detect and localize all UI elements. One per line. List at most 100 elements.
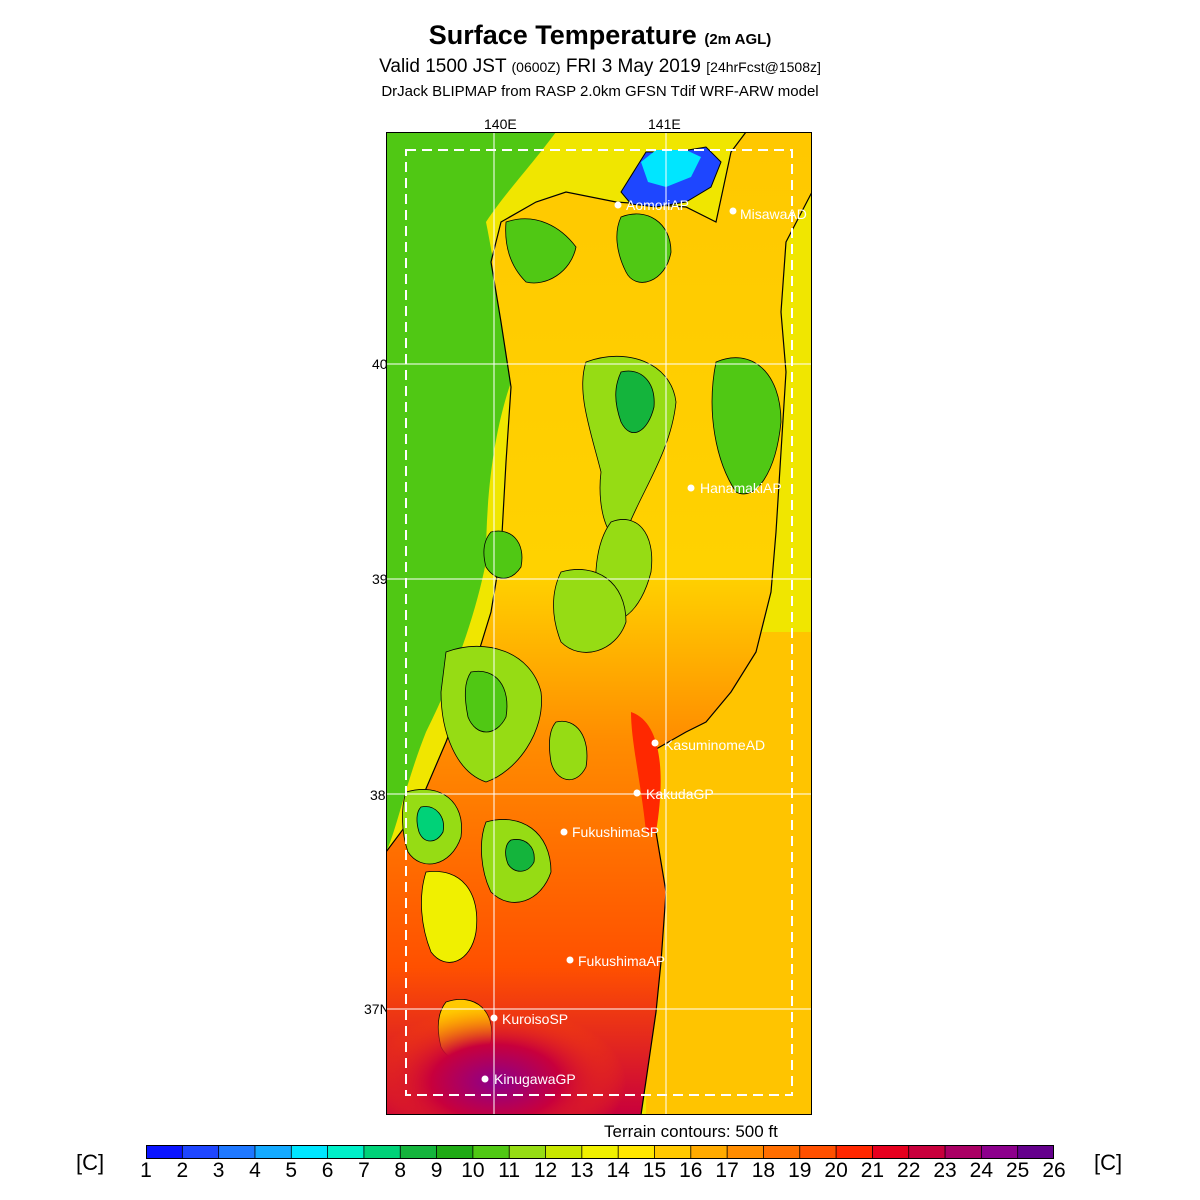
station-label-hanamakiap: HanamakiAP — [700, 480, 782, 496]
colorbar-tick-label: 17 — [715, 1159, 739, 1182]
valid-utc: (0600Z) — [511, 59, 561, 75]
colorbar-tick-label: 6 — [321, 1159, 334, 1182]
valid-time: Valid 1500 JST (0600Z) FRI 3 May 2019 [2… — [0, 56, 1200, 78]
valid-date: FRI 3 May 2019 — [565, 56, 701, 77]
colorbar-swatch — [218, 1145, 256, 1159]
colorbar-swatch — [654, 1145, 692, 1159]
station-dot-kuroisosp[interactable] — [490, 1014, 498, 1022]
colorbar-tick-label: 1 — [140, 1159, 152, 1182]
mountain-iwate — [615, 370, 655, 433]
colorbar-swatch — [472, 1145, 510, 1159]
station-label-kakudagp: KakudaGP — [646, 786, 714, 802]
colorbar-tick-label: 24 — [969, 1159, 994, 1182]
colorbar-tick-label: 10 — [461, 1159, 485, 1182]
colorbar-swatch — [509, 1145, 547, 1159]
colorbar-swatch — [981, 1145, 1019, 1159]
colorbar-swatch — [182, 1145, 220, 1159]
colorbar-swatch — [690, 1145, 728, 1159]
colorbar-tick-label: 11 — [498, 1159, 521, 1182]
temperature-map — [386, 132, 812, 1115]
mountain-iide — [421, 870, 478, 963]
sea-of-japan — [386, 132, 556, 852]
colorbar-swatch — [581, 1145, 619, 1159]
mountain-chokai — [483, 530, 523, 579]
valid-prefix: Valid 1500 JST — [379, 56, 507, 77]
colorbar-swatch — [763, 1145, 801, 1159]
colorbar-tick-label: 19 — [788, 1159, 812, 1182]
colorbar-swatch — [945, 1145, 982, 1159]
inner-domain-box — [405, 149, 793, 1096]
station-markers — [481, 201, 737, 1083]
colorbar-tick-label: 20 — [824, 1159, 848, 1182]
colorbar-swatch — [908, 1145, 946, 1159]
title-main: Surface Temperature — [428, 20, 697, 50]
mountain-asahi-peak — [416, 806, 444, 842]
colorbar-swatch — [400, 1145, 438, 1159]
station-dot-misawaad[interactable] — [729, 207, 737, 215]
colorbar-tick-label: 26 — [1042, 1159, 1066, 1182]
model-line: DrJack BLIPMAP from RASP 2.0km GFSN Tdif… — [381, 83, 819, 100]
station-dot-kinugawagp[interactable] — [481, 1075, 489, 1083]
colorbar-tick-label: 21 — [860, 1159, 885, 1182]
lon-label-140e-top: 140E — [484, 116, 517, 132]
station-dot-hanamakiap[interactable] — [687, 484, 695, 492]
station-label-kuroisosp: KuroisoSP — [502, 1011, 569, 1027]
terrain-contours-note: Terrain contours: 500 ft — [604, 1122, 778, 1141]
forecast-info: [24hrFcst@1508z] — [706, 59, 821, 75]
station-label-misawaad: MisawaAD — [740, 206, 807, 222]
colorbar-tick-label: 12 — [533, 1159, 558, 1182]
mountain-kurikoma — [553, 569, 627, 653]
colorbar-tick-label: 25 — [1005, 1159, 1030, 1182]
colorbar-swatch — [291, 1145, 329, 1159]
colorbar-swatch — [363, 1145, 401, 1159]
title-sub: (2m AGL) — [704, 31, 772, 48]
colorbar-swatch — [727, 1145, 764, 1159]
colorbar-swatch — [146, 1145, 183, 1159]
colorbar-tick-label: 18 — [751, 1159, 776, 1182]
lon-label-141e-top: 141E — [648, 116, 681, 132]
station-dot-kakudagp[interactable] — [633, 789, 641, 797]
colorbar-tick-label: 13 — [570, 1159, 594, 1182]
station-dot-fukushimaap[interactable] — [566, 956, 574, 964]
station-dot-kasuminomead[interactable] — [651, 739, 659, 747]
colorbar-swatch — [545, 1145, 583, 1159]
colorbar-tick-label: 23 — [933, 1159, 957, 1182]
colorbar-frame — [146, 1145, 1054, 1159]
colorbar-tick-label: 5 — [285, 1159, 298, 1182]
colorbar-tick-label: 2 — [176, 1159, 189, 1182]
station-label-kinugawagp: KinugawaGP — [494, 1071, 576, 1087]
colorbar-tick-label: 22 — [897, 1159, 921, 1182]
station-dot-fukushimasp[interactable] — [560, 828, 568, 836]
colorbar-swatch — [327, 1145, 365, 1159]
colorbar-swatch — [1017, 1145, 1054, 1159]
lat-label-37n-left: 37N — [364, 1001, 390, 1017]
colorbar-tick-label: 15 — [642, 1159, 667, 1182]
mountain-hakkoda — [616, 213, 672, 283]
colorbar-swatch — [618, 1145, 655, 1159]
colorbar-swatch — [872, 1145, 910, 1159]
station-label-fukushimaap: FukushimaAP — [578, 953, 666, 969]
mountain-azuma-peak — [505, 839, 535, 872]
colorbar-swatch — [836, 1145, 873, 1159]
kanto-hot-area — [386, 1007, 626, 1115]
colorbar-tick-label: 7 — [358, 1159, 370, 1182]
mountain-zao — [549, 720, 588, 780]
colorbar — [146, 1145, 1054, 1159]
colorbar-tick-label: 9 — [430, 1159, 443, 1182]
colorbar-tick-label: 14 — [606, 1159, 630, 1182]
mountain-gassan-peak — [464, 670, 508, 733]
station-dot-aomoriap[interactable] — [614, 201, 622, 209]
colorbar-tick-label: 4 — [249, 1159, 261, 1182]
colorbar-tick-label: 3 — [212, 1159, 225, 1182]
map-title: Surface Temperature (2m AGL) — [0, 20, 1200, 51]
colorbar-swatch — [799, 1145, 837, 1159]
station-label-kasuminomead: KasuminomeAD — [664, 737, 766, 753]
colorbar-tick-label: 8 — [394, 1159, 407, 1182]
station-label-fukushimasp: FukushimaSP — [572, 824, 660, 840]
mountain-shirakami — [505, 218, 577, 284]
colorbar-swatch — [436, 1145, 474, 1159]
lat-lon-grid — [386, 132, 812, 1115]
colorbar-unit-right: [C] — [1094, 1150, 1123, 1175]
colorbar-tick-label: 16 — [679, 1159, 703, 1182]
mountain-kitakami — [711, 357, 782, 495]
